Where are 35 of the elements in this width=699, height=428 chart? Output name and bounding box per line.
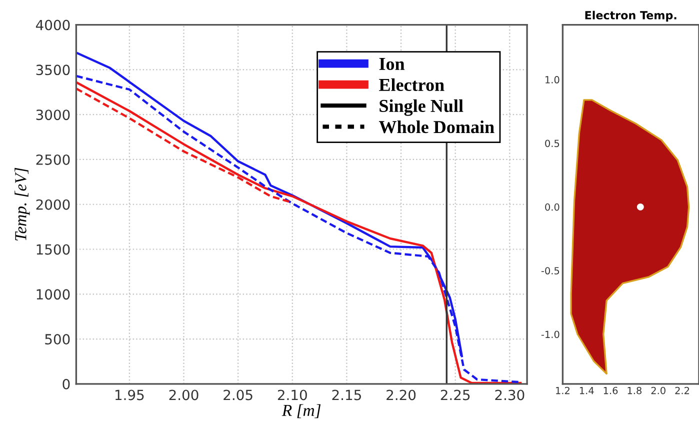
y-tick-label: 3500 [36,64,70,76]
y-tick-label: 500 [45,334,70,345]
legend-label: Whole Domain [378,120,494,134]
x-tick-label: 1.8 [628,386,642,394]
y-tick-label: 1500 [36,244,70,255]
legend-label: Single Null [380,99,464,116]
y-tick-label: 4000 [36,20,70,30]
x-axis-title: R [m] [282,404,321,418]
x-tick-label: 2.00 [169,390,198,400]
x-tick-label: 2.10 [278,390,307,400]
x-tick-label: 2.2 [675,386,690,394]
y-tick-label: -1.0 [541,330,560,338]
x-tick-label: 2.30 [495,390,524,400]
y-tick-label: 2500 [36,154,70,165]
x-tick-label: 1.2 [556,386,570,394]
chart-title: Electron Temp. [585,10,676,22]
y-tick-label: 0 [62,378,70,390]
y-tick-label: 2000 [36,199,70,210]
x-tick-label: 1.6 [604,386,618,394]
x-tick-label: 2.20 [386,390,416,400]
y-tick-label: 1.0 [546,76,560,84]
y-tick-label: 0.5 [545,140,560,148]
y-tick-label: 1000 [36,289,70,300]
legend-label: Electron [379,78,444,92]
legend-label: Ion [379,58,405,70]
x-tick-label: 2.25 [440,390,470,400]
y-tick-label: -0.5 [541,267,560,274]
x-tick-label: 2.0 [651,386,666,394]
y-axis-title: Temp. [eV] [14,168,30,240]
x-tick-label: 1.95 [115,390,144,400]
y-tick-label: 3000 [36,110,70,120]
y-tick-label: 0.0 [545,203,560,211]
x-tick-label: 2.15 [332,390,361,400]
x-tick-label: 1.4 [580,386,594,394]
x-tick-label: 2.05 [224,390,252,400]
